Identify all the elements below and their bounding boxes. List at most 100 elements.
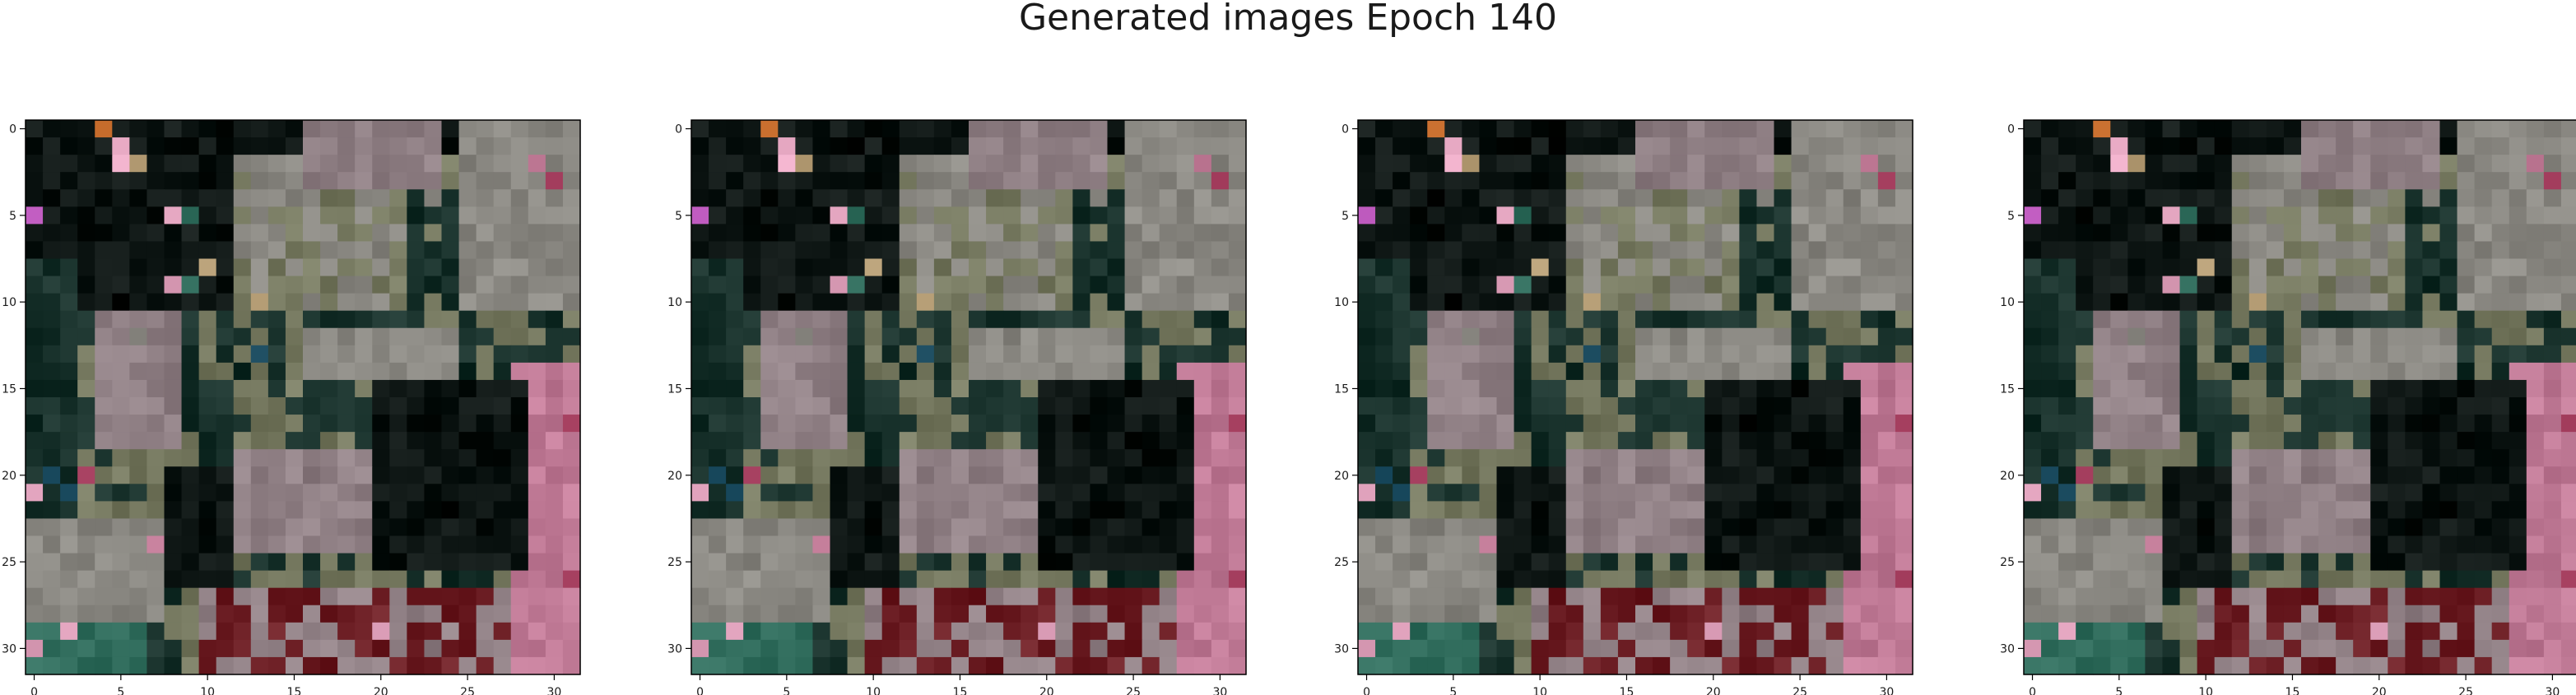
pixel-cell [1687, 570, 1705, 589]
pixel-cell [830, 466, 849, 484]
pixel-cell [778, 224, 796, 243]
pixel-cell [830, 415, 849, 433]
pixel-cell [1021, 397, 1039, 415]
pixel-cell [545, 276, 564, 294]
pixel-cell [2422, 293, 2441, 312]
pixel-cell [778, 120, 796, 138]
pixel-cell [2405, 345, 2424, 364]
pixel-cell [562, 345, 581, 364]
x-tick-label: 30 [1879, 686, 1894, 695]
pixel-cell [1003, 432, 1021, 450]
pixel-cell [2439, 137, 2458, 155]
pixel-cell [2231, 310, 2250, 329]
pixel-cell [2127, 415, 2146, 433]
pixel-cell [2093, 622, 2111, 641]
pixel-cell [2266, 415, 2285, 433]
pixel-cell [458, 570, 477, 589]
pixel-cell [2231, 466, 2250, 484]
pixel-cell [2388, 224, 2406, 243]
pixel-cell [1617, 310, 1636, 329]
pixel-cell [951, 362, 969, 381]
pixel-cell [2231, 120, 2250, 138]
pixel-cell [1479, 656, 1498, 675]
pixel-cell [1055, 432, 1073, 450]
pixel-cell [1375, 258, 1393, 277]
pixel-cell [881, 415, 900, 433]
pixel-cell [1479, 327, 1498, 346]
pixel-cell [424, 535, 443, 554]
pixel-cell [709, 639, 727, 658]
pixel-cell [812, 137, 831, 155]
pixel-cell [2526, 432, 2545, 450]
pixel-cell [986, 172, 1004, 190]
pixel-cell [2110, 189, 2128, 207]
pixel-cell [26, 605, 44, 623]
pixel-cell [864, 137, 883, 155]
pixel-cell [43, 120, 61, 138]
pixel-cell [528, 622, 546, 641]
pixel-cell [2491, 605, 2510, 623]
pixel-cell [1038, 276, 1056, 294]
pixel-cell [2474, 206, 2493, 225]
pixel-cell [709, 449, 727, 467]
pixel-cell [2214, 327, 2233, 346]
pixel-cell [2197, 310, 2216, 329]
pixel-cell [1600, 345, 1619, 364]
pixel-cell [1358, 310, 1376, 329]
pixel-cell [1444, 501, 1462, 520]
pixel-cell [1211, 587, 1230, 606]
pixel-cell [407, 501, 425, 520]
pixel-cell [709, 293, 727, 312]
pixel-cell [2076, 310, 2094, 329]
pixel-cell [198, 120, 217, 138]
pixel-cell [2214, 172, 2233, 190]
pixel-cell [969, 432, 987, 450]
pixel-cell [2543, 276, 2562, 294]
pixel-cell [476, 535, 495, 554]
pixel-cell [795, 276, 814, 294]
pixel-cell [1514, 258, 1532, 277]
pixel-cell [2336, 622, 2354, 641]
pixel-cell [60, 379, 78, 398]
pixel-cell [510, 293, 529, 312]
pixel-cell [164, 293, 183, 312]
pixel-cell [2405, 224, 2424, 243]
pixel-cell [1176, 172, 1195, 190]
pixel-cell [1462, 605, 1481, 623]
pixel-cell [60, 570, 78, 589]
pixel-cell [2041, 362, 2059, 381]
pixel-cell [2197, 172, 2216, 190]
pixel-cell [1617, 484, 1636, 502]
pixel-cell [2388, 587, 2406, 606]
pixel-cell [1479, 310, 1498, 329]
pixel-cell [1444, 172, 1462, 190]
pixel-cell [2266, 362, 2285, 381]
pixel-cell [1670, 622, 1688, 641]
pixel-cell [2231, 449, 2250, 467]
pixel-cell [562, 241, 581, 260]
pixel-cell [1825, 622, 1844, 641]
pixel-cell [1211, 293, 1230, 312]
pixel-cell [1565, 570, 1584, 589]
pixel-cell [1228, 206, 1247, 225]
pixel-cell [181, 449, 200, 467]
pixel-cell [1548, 605, 1567, 623]
pixel-cell [407, 345, 425, 364]
pixel-cell [986, 362, 1004, 381]
pixel-cell [1635, 518, 1653, 537]
pixel-cell [164, 120, 183, 138]
pixel-cell [1211, 310, 1230, 329]
pixel-cell [2560, 327, 2576, 346]
pixel-cell [493, 587, 512, 606]
pixel-cell [26, 258, 44, 277]
pixel-cell [510, 397, 529, 415]
pixel-cell [1038, 397, 1056, 415]
pixel-cell [441, 293, 460, 312]
pixel-cell [2526, 293, 2545, 312]
pixel-cell [1548, 206, 1567, 225]
pixel-cell [881, 310, 900, 329]
pixel-cell [778, 484, 796, 502]
pixel-cell [2353, 570, 2371, 589]
pixel-cell [2179, 310, 2198, 329]
pixel-cell [1825, 120, 1844, 138]
